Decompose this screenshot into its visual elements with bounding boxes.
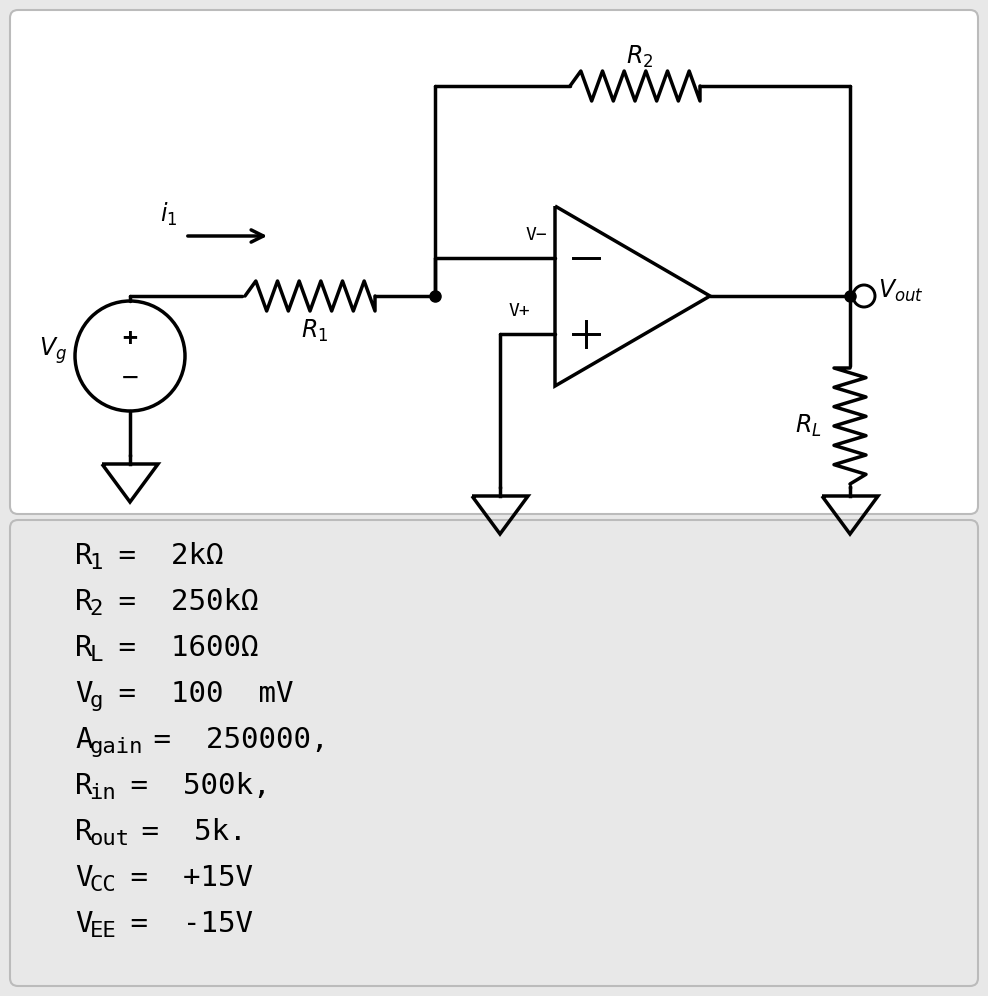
Text: $R_2$: $R_2$ [626,44,654,70]
Text: R: R [75,772,93,800]
Text: out: out [90,829,129,849]
Text: V: V [75,910,93,938]
Text: 2: 2 [90,599,103,619]
FancyBboxPatch shape [10,10,978,514]
Text: +: + [123,326,137,350]
Text: $R_L$: $R_L$ [795,413,822,439]
Text: =  +15V: = +15V [113,864,253,892]
FancyBboxPatch shape [10,520,978,986]
Text: −: − [122,364,138,392]
Text: =  5k.: = 5k. [124,818,246,846]
Text: =  1600Ω: = 1600Ω [101,634,259,662]
Text: 1: 1 [90,553,103,573]
Text: =  250000,: = 250000, [135,726,328,754]
Text: V: V [75,680,93,708]
Text: A: A [75,726,93,754]
Text: =  250kΩ: = 250kΩ [101,588,259,616]
Text: V+: V+ [508,302,530,320]
Text: V−: V− [526,226,547,244]
Text: =  -15V: = -15V [113,910,253,938]
Text: $R_1$: $R_1$ [301,318,329,345]
Text: $V_g$: $V_g$ [39,336,67,367]
Text: R: R [75,588,93,616]
Text: R: R [75,634,93,662]
Text: $V_{out}$: $V_{out}$ [878,278,924,304]
Text: g: g [90,691,103,711]
Text: R: R [75,542,93,570]
Text: R: R [75,818,93,846]
Text: gain: gain [90,737,143,757]
Text: L: L [90,645,103,665]
Text: =  100  mV: = 100 mV [101,680,293,708]
Text: CC: CC [90,875,117,895]
Text: =  500k,: = 500k, [113,772,270,800]
Text: $i_1$: $i_1$ [159,201,177,228]
Text: =  2kΩ: = 2kΩ [101,542,223,570]
Text: in: in [90,783,117,803]
Text: EE: EE [90,921,117,941]
Text: V: V [75,864,93,892]
